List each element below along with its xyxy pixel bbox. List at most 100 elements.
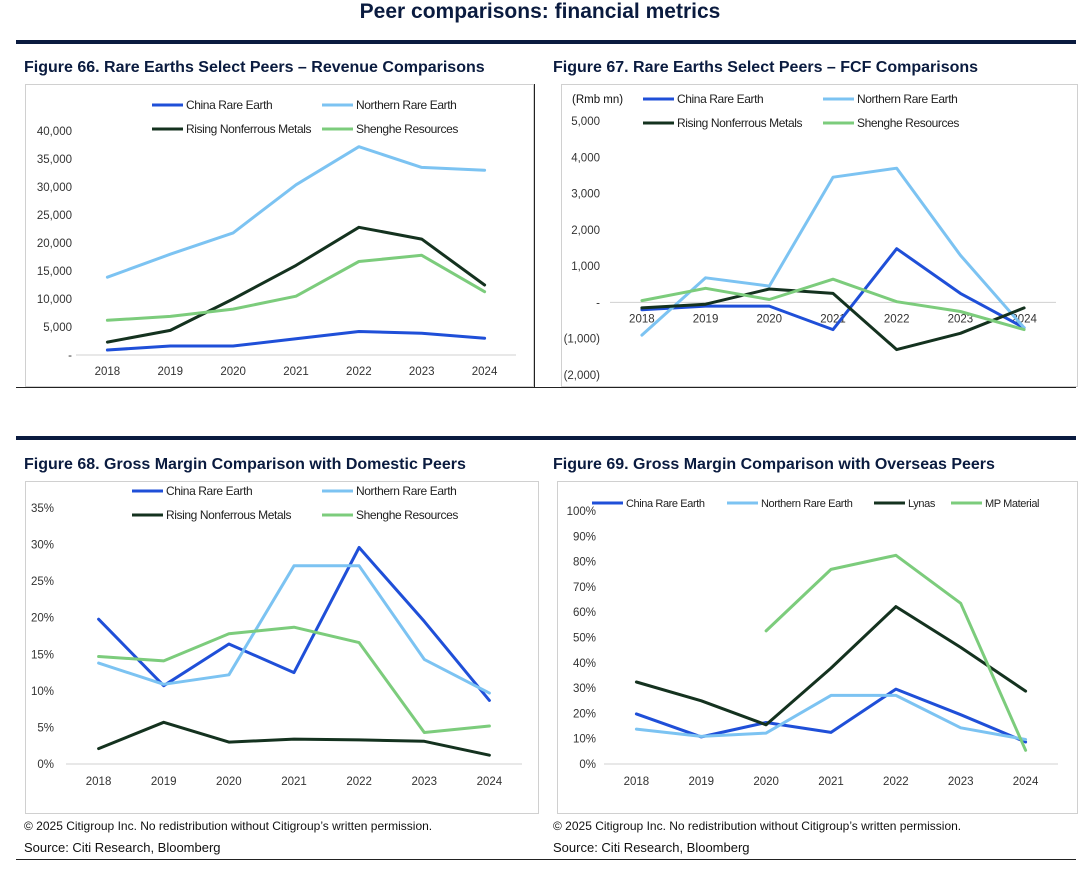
- fig66-legend-label: China Rare Earth: [186, 98, 272, 112]
- fig66-xtick-label: 2021: [283, 366, 309, 378]
- fig69-ytick-label: 80%: [573, 557, 596, 569]
- fig69-ytick-label: 70%: [573, 582, 596, 594]
- fig68-ytick-label: 15%: [31, 649, 54, 661]
- figure-68-title: Figure 68. Gross Margin Comparison with …: [24, 456, 466, 473]
- fig69-legend-label: Northern Rare Earth: [761, 498, 853, 510]
- fig69-series-line: [764, 553, 1028, 752]
- fig66-ytick-label: 40,000: [37, 126, 72, 138]
- chart-fig69: 0% 10% 20% 30% 40% 50% 60% 70% 80% 90% 100% 2018 201…: [557, 481, 1078, 814]
- fig69-xtick-label: 2022: [883, 776, 909, 788]
- fig67-ytick-label: (1,000): [564, 334, 601, 346]
- chart-fig68: 0% 5% 10% 15% 20% 25% 30% 35% 2018 2019 2020 2021 20…: [25, 481, 539, 814]
- fig68-series-line: [97, 625, 491, 734]
- fig67-series-line: [640, 166, 1026, 337]
- figure-67-title: Figure 67. Rare Earths Select Peers – FC…: [553, 59, 979, 76]
- fig66-series-line: [105, 145, 487, 279]
- fig67-svg: (2,000) (1,000) - 1,000 2,000 3,000 4,000 5,000…: [564, 92, 1056, 382]
- fig66-ytick-label: 20,000: [37, 238, 72, 250]
- copyright-right: © 2025 Citigroup Inc. No redistribution …: [553, 819, 962, 833]
- fig67-series-line: [640, 277, 1026, 332]
- fig68-legend-label: Northern Rare Earth: [356, 484, 456, 498]
- fig66-legend-label: Northern Rare Earth: [356, 98, 456, 112]
- fig69-xtick-label: 2021: [818, 776, 844, 788]
- fig66-ytick-label: 25,000: [37, 210, 72, 222]
- fig68-xtick-label: 2018: [86, 776, 112, 788]
- chart-fig66: - 5,000 10,000 15,000 20,000 25,000 30,000 35,0…: [25, 84, 534, 387]
- fig67-ytick-label: -: [596, 297, 600, 309]
- fig68-xtick-label: 2019: [151, 776, 177, 788]
- fig66-ytick-label: 35,000: [37, 154, 72, 166]
- fig68-xtick-label: 2021: [281, 776, 307, 788]
- figure-66-title: Figure 66. Rare Earths Select Peers – Re…: [24, 59, 485, 76]
- divider-top-vertical: [534, 84, 535, 387]
- fig66-series-line: [105, 253, 487, 322]
- fig69-ytick-label: 100%: [567, 506, 596, 518]
- page-title: Peer comparisons: financial metrics: [359, 0, 721, 23]
- fig66-xtick-label: 2018: [95, 366, 121, 378]
- fig69-xtick-label: 2019: [688, 776, 714, 788]
- fig69-ytick-label: 10%: [573, 734, 596, 746]
- fig66-ytick-label: 10,000: [37, 294, 72, 306]
- fig69-ytick-label: 30%: [573, 683, 596, 695]
- fig67-series-line: [640, 287, 1026, 352]
- fig69-legend-label: MP Material: [985, 498, 1039, 510]
- chart-fig67: (2,000) (1,000) - 1,000 2,000 3,000 4,000 5,000…: [561, 84, 1078, 387]
- fig69-ytick-label: 60%: [573, 607, 596, 619]
- fig69-legend-label: China Rare Earth: [626, 498, 705, 510]
- figure-69-title: Figure 69. Gross Margin Comparison with …: [553, 456, 995, 473]
- fig66-legend-label: Shenghe Resources: [356, 122, 458, 136]
- fig66-ytick-label: 30,000: [37, 182, 72, 194]
- fig69-ytick-label: 50%: [573, 633, 596, 645]
- fig66-xtick-label: 2023: [409, 366, 435, 378]
- fig68-ytick-label: 0%: [37, 759, 54, 771]
- fig66-legend-label: Rising Nonferrous Metals: [186, 122, 312, 136]
- fig66-ytick-label: 15,000: [37, 266, 72, 278]
- fig68-legend-label: Shenghe Resources: [356, 508, 458, 522]
- fig67-ytick-label: 4,000: [571, 152, 600, 164]
- fig69-xtick-label: 2018: [624, 776, 650, 788]
- fig68-ytick-label: 25%: [31, 576, 54, 588]
- source-right: Source: Citi Research, Bloomberg: [553, 840, 750, 855]
- fig67-xtick-label: 2018: [629, 313, 655, 325]
- fig68-legend-label: Rising Nonferrous Metals: [166, 508, 292, 522]
- fig68-ytick-label: 30%: [31, 540, 54, 552]
- fig69-series-line: [634, 693, 1028, 741]
- fig69-xtick-label: 2023: [948, 776, 974, 788]
- fig69-xtick-label: 2024: [1013, 776, 1039, 788]
- fig68-ytick-label: 10%: [31, 686, 54, 698]
- fig66-xtick-label: 2019: [157, 366, 183, 378]
- divider-top-section: [16, 387, 1076, 388]
- fig67-xtick-label: 2022: [884, 313, 910, 325]
- fig67-xtick-label: 2023: [948, 313, 974, 325]
- fig67-ytick-label: 1,000: [571, 261, 600, 273]
- fig66-xtick-label: 2024: [472, 366, 498, 378]
- fig67-legend-label: Rising Nonferrous Metals: [677, 116, 803, 130]
- fig67-ytick-label: (2,000): [564, 370, 601, 382]
- middle-rule: [16, 436, 1076, 440]
- fig67-legend-label: Northern Rare Earth: [857, 92, 957, 106]
- fig68-svg: 0% 5% 10% 15% 20% 25% 30% 35% 2018 2019 2020 2021 20…: [31, 484, 522, 788]
- fig68-legend-label: China Rare Earth: [166, 484, 252, 498]
- fig66-ytick-label: -: [68, 350, 72, 362]
- source-left: Source: Citi Research, Bloomberg: [24, 840, 221, 855]
- fig66-ytick-label: 5,000: [43, 322, 72, 334]
- fig68-xtick-label: 2024: [477, 776, 503, 788]
- fig67-xtick-label: 2019: [693, 313, 719, 325]
- bottom-rule: [16, 859, 1076, 860]
- fig66-svg: - 5,000 10,000 15,000 20,000 25,000 30,000 35,0…: [37, 98, 516, 378]
- fig69-legend-label: Lynas: [908, 498, 936, 510]
- fig67-legend-label: China Rare Earth: [677, 92, 763, 106]
- fig66-xtick-label: 2020: [220, 366, 246, 378]
- fig67-ytick-label: 2,000: [571, 225, 600, 237]
- fig68-xtick-label: 2020: [216, 776, 242, 788]
- fig68-ytick-label: 5%: [37, 722, 54, 734]
- fig68-series-line: [97, 720, 491, 757]
- fig69-ytick-label: 20%: [573, 708, 596, 720]
- fig68-xtick-label: 2023: [411, 776, 437, 788]
- fig69-ytick-label: 0%: [579, 759, 596, 771]
- fig68-ytick-label: 20%: [31, 613, 54, 625]
- fig68-series-line: [97, 564, 491, 695]
- fig67-series-line: [640, 247, 1026, 332]
- fig69-ytick-label: 90%: [573, 531, 596, 543]
- fig66-series-line: [105, 225, 487, 344]
